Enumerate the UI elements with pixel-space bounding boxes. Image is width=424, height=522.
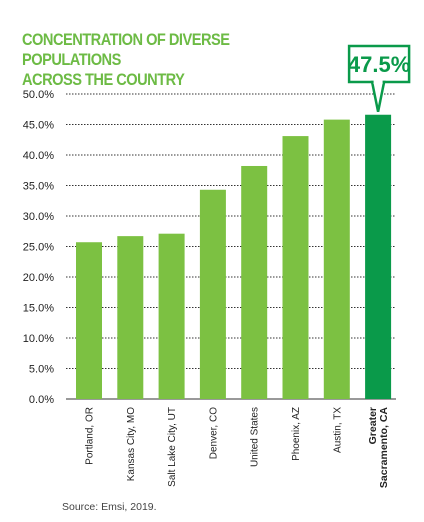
category-label-group: Kansas City, MO bbox=[126, 407, 137, 481]
category-label-group: Austin, TX bbox=[332, 407, 343, 453]
category-label-group: Portland, OR bbox=[85, 407, 96, 465]
x-category-label: Kansas City, MO bbox=[126, 407, 137, 481]
y-tick-label: 20.0% bbox=[23, 272, 54, 284]
bar bbox=[323, 119, 350, 400]
x-category-label: Portland, OR bbox=[85, 407, 96, 465]
callout-value: 47.5% bbox=[348, 52, 410, 77]
y-tick-label: 10.0% bbox=[23, 333, 54, 345]
bar bbox=[241, 165, 268, 399]
bar bbox=[158, 233, 185, 399]
y-tick-label: 35.0% bbox=[23, 181, 54, 193]
x-category-label: Greater bbox=[367, 407, 379, 444]
y-tick-label: 0.0% bbox=[29, 394, 54, 406]
category-label-group: Greater Sacramento, CA bbox=[367, 407, 390, 489]
x-category-label: Salt Lake City, UT bbox=[167, 407, 178, 487]
y-tick-label: 25.0% bbox=[23, 242, 54, 254]
category-label-group: Salt Lake City, UT bbox=[167, 407, 178, 487]
x-category-label: Phoenix, AZ bbox=[291, 407, 302, 461]
x-category-label: Denver, CO bbox=[208, 407, 219, 459]
source-note: Source: Emsi, 2019. bbox=[62, 501, 157, 513]
callout-seam bbox=[373, 80, 383, 84]
chart-title-line-2: ACROSS THE COUNTRY bbox=[22, 70, 185, 89]
x-category-label: United States bbox=[250, 407, 261, 467]
bar bbox=[199, 189, 226, 399]
category-label-group: Denver, CO bbox=[208, 407, 219, 459]
y-tick-label: 50.0% bbox=[23, 89, 54, 101]
callout-box bbox=[347, 44, 411, 84]
callout-pointer bbox=[370, 80, 386, 112]
chart-title-line-1: CONCENTRATION OF DIVERSE POPULATIONS bbox=[22, 30, 230, 69]
bar bbox=[117, 236, 144, 399]
y-tick-label: 5.0% bbox=[29, 364, 54, 376]
x-category-label: Sacramento, CA bbox=[378, 407, 390, 489]
y-tick-label: 30.0% bbox=[23, 211, 54, 223]
category-label-group: Phoenix, AZ bbox=[291, 407, 302, 461]
bar bbox=[282, 136, 309, 399]
category-label-group: United States bbox=[250, 407, 261, 467]
chart-title: CONCENTRATION OF DIVERSE POPULATIONS ACR… bbox=[22, 30, 297, 90]
bar bbox=[76, 242, 102, 399]
y-tick-label: 45.0% bbox=[23, 120, 54, 132]
bar-highlight bbox=[365, 114, 392, 400]
x-category-label: Austin, TX bbox=[332, 407, 343, 453]
y-tick-label: 15.0% bbox=[23, 303, 54, 315]
y-tick-label: 40.0% bbox=[23, 150, 54, 162]
